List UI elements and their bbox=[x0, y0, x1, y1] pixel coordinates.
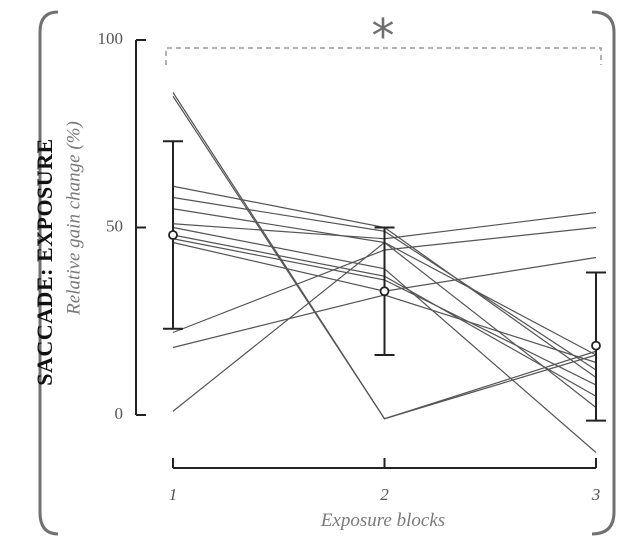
individual-lines bbox=[172, 92, 597, 453]
mean-points bbox=[168, 230, 601, 351]
x-tick-label: 3 bbox=[591, 485, 601, 504]
significance-bracket bbox=[165, 47, 602, 65]
mean-point bbox=[591, 340, 601, 351]
x-tick-label: 1 bbox=[169, 485, 178, 504]
panel-label: SACCADE: EXPOSURE bbox=[32, 138, 57, 385]
mean-point bbox=[168, 230, 178, 240]
x-tick-label: 2 bbox=[380, 485, 389, 504]
mean-point bbox=[379, 286, 390, 297]
y-axis: 0 50 100 bbox=[98, 29, 146, 423]
panel-frame-left bbox=[38, 10, 59, 536]
y-tick-label: 50 bbox=[106, 216, 123, 235]
significance-star: * bbox=[372, 9, 395, 63]
panel-frame-right bbox=[591, 10, 616, 536]
y-tick-label: 0 bbox=[115, 404, 124, 423]
y-tick-label: 100 bbox=[98, 29, 124, 48]
x-axis: 1 2 3 bbox=[169, 458, 601, 504]
y-axis-label: Relative gain change (%) bbox=[63, 121, 84, 316]
subject-line bbox=[172, 95, 597, 420]
x-axis-label: Exposure blocks bbox=[320, 510, 445, 531]
